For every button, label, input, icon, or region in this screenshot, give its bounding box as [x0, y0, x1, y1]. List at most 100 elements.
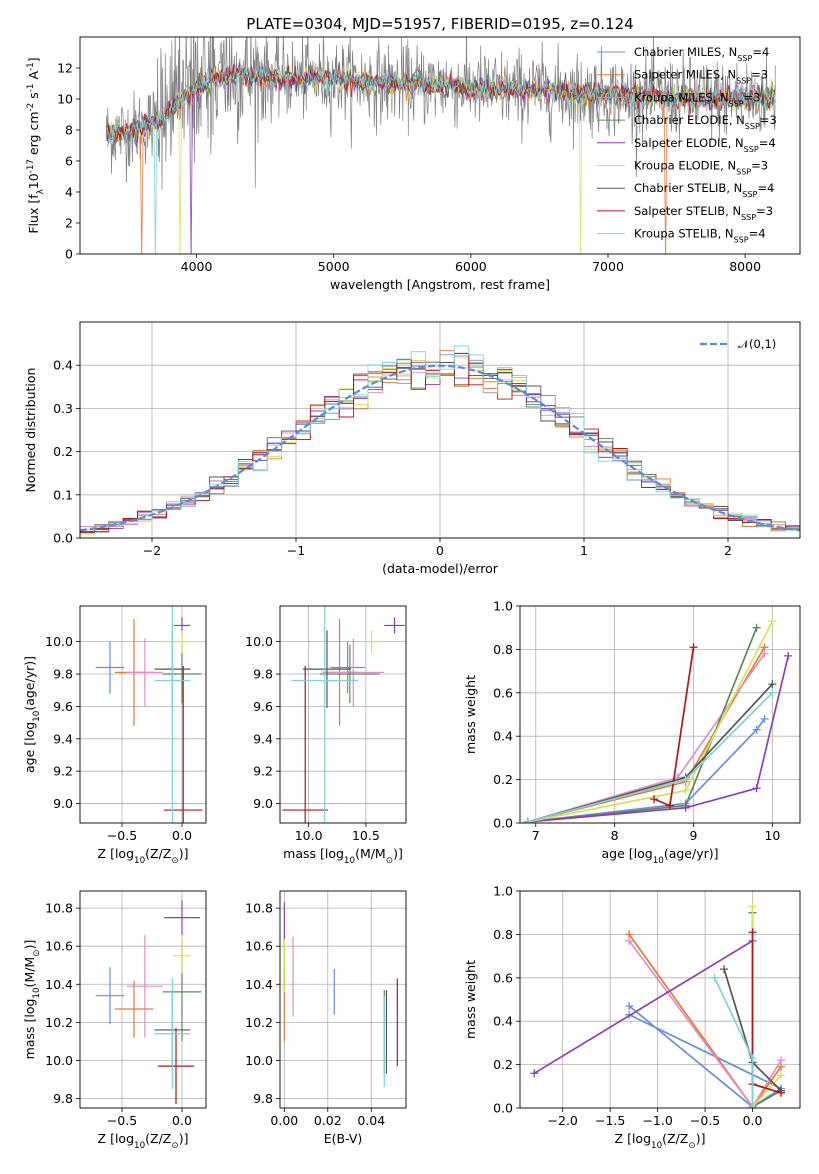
mass-vs-reddening-panel: 0.00 0.02 0.04 9.8 10.0 10.2 10.4 10.6 10.8 E(B-V… [245, 890, 407, 1146]
axes-frame [519, 890, 801, 1109]
weight-marker [748, 902, 757, 911]
grid [280, 891, 406, 1108]
weight-marker [748, 1102, 757, 1108]
error-bar-point-3 [126, 934, 163, 1038]
y-tick-label: 9.0 [253, 796, 273, 811]
x-tick-label: 8 [611, 828, 619, 843]
spectrum-panel: 4000 5000 6000 7000 8000 0 2 4 6 8 10 12 wavelength … [26, 36, 801, 292]
y-axis-label: Normed distribution [23, 368, 38, 493]
x-tick-label: −2 [143, 543, 161, 558]
x-tick-label: 0.0 [172, 828, 192, 843]
plot-area [95, 900, 202, 1105]
axes-frame [79, 890, 207, 1109]
y-tick-label: 12 [57, 61, 73, 76]
x-axis-label: wavelength [Angstrom, rest frame] [330, 277, 550, 292]
y-tick-label: 10.4 [245, 977, 273, 992]
y-tick-label: 10.0 [245, 634, 273, 649]
x-axis-label: Z [log10(Z/Z⊙)] [615, 1131, 706, 1151]
weight-marker [760, 714, 769, 723]
x-tick-label: 0.0 [172, 1113, 192, 1128]
histogram-7 [80, 361, 800, 533]
histogram-9 [80, 345, 800, 532]
weight-marker [650, 795, 659, 804]
x-tick-label: 1 [580, 543, 588, 558]
y-tick-label: 6 [65, 154, 73, 169]
weight-marker [777, 1088, 786, 1097]
y-tick-label: 10.8 [45, 901, 73, 916]
weight-series-1 [628, 1005, 783, 1108]
error-bar-point-3 [322, 638, 385, 707]
error-bar-point-4 [162, 644, 202, 704]
x-tick-label: 8000 [729, 259, 761, 274]
plot-area [80, 345, 800, 535]
weight-marker [768, 680, 777, 689]
x-tick-label: 0.02 [314, 1113, 342, 1128]
weight-series-9 [527, 692, 774, 823]
mass-vs-metallicity-panel: −0.5 0.0 9.8 10.0 10.2 10.4 10.6 10.8 Z [log10(Z… [22, 890, 207, 1151]
weight-series-5 [527, 655, 790, 823]
weight-marker [768, 617, 777, 626]
error-bar-point-4 [320, 644, 380, 704]
y-tick-label: 1.0 [493, 599, 513, 614]
y-tick-label: 9.8 [53, 667, 73, 682]
weight-marker [625, 1002, 634, 1011]
x-tick-label: 9 [690, 828, 698, 843]
y-tick-label: 0.3 [53, 401, 73, 416]
y-tick-label: 1.0 [493, 884, 513, 899]
error-bar-point-7 [302, 630, 352, 709]
x-tick-label: −1 [287, 543, 305, 558]
legend-entry: Kroupa ELODIE, NSSP=3 [634, 159, 768, 177]
y-tick-label: 9.2 [53, 764, 73, 779]
error-bar-point-9 [291, 606, 358, 823]
weight-marker [625, 936, 634, 945]
weight-series-4 [751, 912, 782, 1108]
normal-curve [80, 364, 800, 532]
x-tick-label: 0.0 [743, 1113, 763, 1128]
plot-area [530, 902, 786, 1108]
weight-marker [523, 817, 532, 823]
weight-marker [530, 1069, 539, 1078]
x-tick-label: 7 [532, 828, 540, 843]
y-tick-label: 9.6 [253, 699, 273, 714]
x-tick-label: 10 [764, 828, 780, 843]
y-tick-label: 9.8 [253, 667, 273, 682]
legend-entry: 𝒩(0,1) [738, 337, 776, 351]
legend-entry: Salpeter ELODIE, NSSP=4 [634, 136, 776, 154]
legend-entry: Chabrier ELODIE, NSSP=3 [634, 113, 777, 131]
weight-marker [748, 928, 757, 937]
weight-marker [784, 651, 793, 660]
y-tick-label: 0.6 [493, 685, 513, 700]
y-tick-label: 9.8 [253, 1091, 273, 1106]
y-tick-label: 9.0 [53, 796, 73, 811]
y-axis-label: mass [log10(M/M⊙)] [22, 940, 42, 1060]
error-bar-point-9 [154, 978, 191, 1089]
weight-marker [720, 965, 729, 974]
y-tick-label: 0.0 [53, 531, 73, 546]
weight-marker [681, 786, 690, 795]
x-axis-label: (data-model)/error [382, 561, 499, 576]
x-tick-label: 2 [724, 543, 732, 558]
x-tick-label: −0.5 [107, 1113, 137, 1128]
x-tick-label: 4000 [181, 259, 213, 274]
weight-marker [681, 775, 690, 784]
y-tick-label: 0.2 [493, 1057, 513, 1072]
grid [280, 606, 406, 823]
weight-marker [752, 784, 761, 793]
error-bar-point-2 [114, 980, 154, 1038]
y-tick-label: 0 [65, 247, 73, 262]
x-tick-label: 0.00 [270, 1113, 298, 1128]
y-tick-label: 10 [57, 92, 73, 107]
spectrum-title: PLATE=0304, MJD=51957, FIBERID=0195, z=0… [246, 15, 633, 33]
weight-marker [752, 623, 761, 632]
y-tick-label: 8 [65, 123, 73, 138]
x-axis-label: Z [log10(Z/Z⊙)] [98, 846, 189, 866]
y-axis-label: Flux [fλ10-17 erg cm-2 s-1 A-1] [26, 57, 46, 233]
y-axis-label: mass weight [463, 675, 478, 754]
x-tick-label: 10.0 [295, 828, 323, 843]
x-tick-label: 0.04 [357, 1113, 385, 1128]
weight-marker [681, 803, 690, 812]
weight-marker [760, 649, 769, 658]
x-tick-label: 10.5 [352, 828, 380, 843]
y-axis-label: age [log10(age/yr)] [22, 656, 42, 773]
